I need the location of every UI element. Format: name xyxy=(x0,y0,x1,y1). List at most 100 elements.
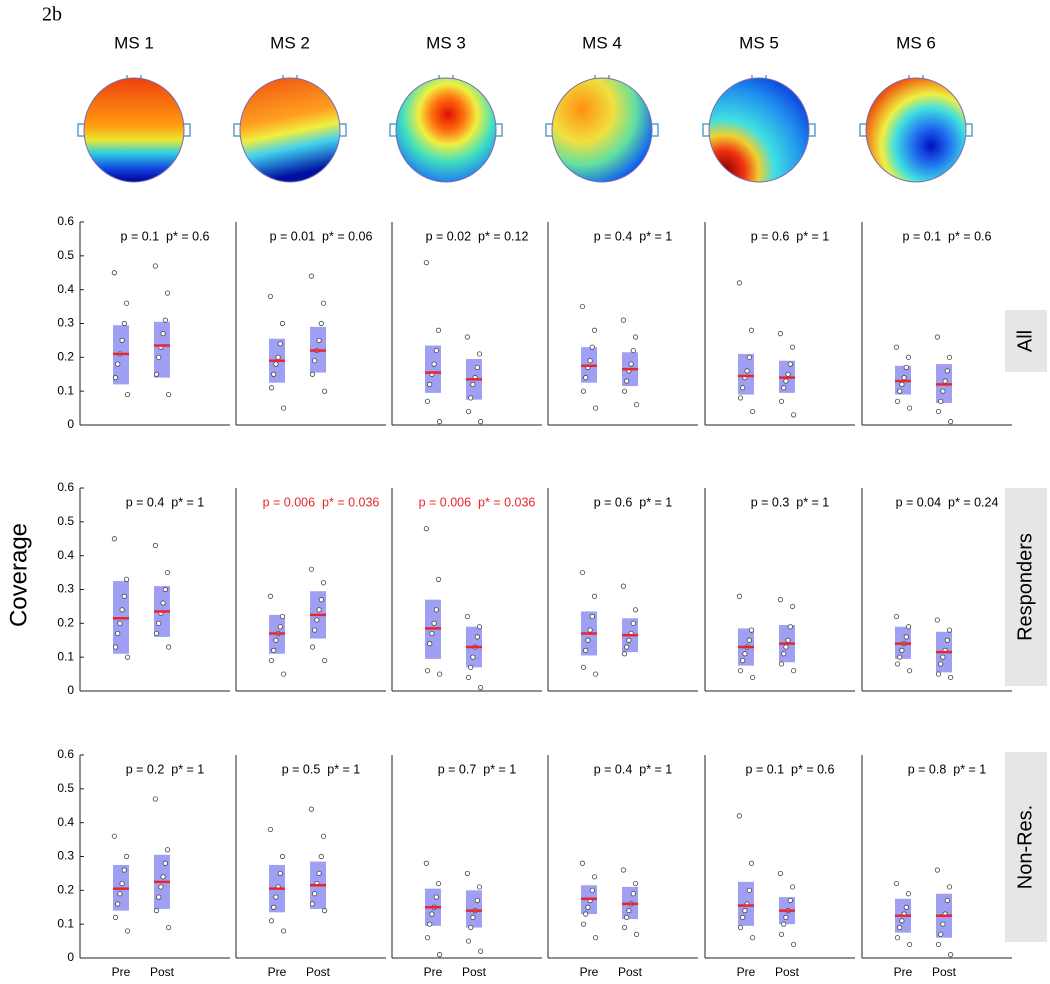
ear xyxy=(859,123,866,137)
data-point xyxy=(947,419,954,425)
y-tick-label: 0.6 xyxy=(57,480,74,494)
data-point xyxy=(787,897,793,904)
data-point xyxy=(592,405,599,411)
data-point xyxy=(477,419,484,425)
y-axis-label: Coverage xyxy=(5,523,32,627)
data-point xyxy=(280,671,287,677)
data-point xyxy=(748,627,755,633)
data-point xyxy=(934,334,941,340)
data-point xyxy=(893,613,900,620)
row-label: Non-Res. xyxy=(1014,805,1036,889)
data-point xyxy=(312,358,318,364)
p-value: p = 0.5 p* = 1 xyxy=(282,762,361,776)
data-point xyxy=(583,911,589,917)
data-point xyxy=(906,668,913,674)
data-point xyxy=(121,593,127,599)
data-point xyxy=(621,388,628,394)
data-point xyxy=(268,657,275,664)
data-point xyxy=(748,860,755,866)
row-label: All xyxy=(1014,330,1036,352)
data-point xyxy=(160,600,166,606)
y-tick-label: 0 xyxy=(67,417,74,431)
data-point xyxy=(903,364,909,371)
data-point xyxy=(268,918,275,924)
data-point xyxy=(938,931,944,937)
x-tick-label: Pre xyxy=(112,965,131,979)
data-point xyxy=(166,924,172,931)
data-point xyxy=(626,908,632,914)
topomap xyxy=(708,77,810,183)
data-point xyxy=(583,375,589,381)
data-point xyxy=(164,569,171,576)
data-point xyxy=(320,833,327,839)
data-point xyxy=(164,290,171,296)
p-value: p = 0.006 p* = 0.036 xyxy=(419,495,536,509)
data-point xyxy=(111,536,118,542)
data-point xyxy=(905,624,912,630)
data-point xyxy=(280,928,287,934)
data-point xyxy=(632,334,639,340)
y-tick-label: 0.2 xyxy=(57,883,74,897)
panel: p = 0.1 p* = 0.6 xyxy=(861,222,1012,426)
data-point xyxy=(117,891,123,897)
data-point xyxy=(905,891,912,897)
data-point xyxy=(783,644,789,650)
data-point xyxy=(465,938,472,944)
ear xyxy=(702,123,709,137)
panel: p = 0.4 p* = 1 Pre Post xyxy=(547,755,698,979)
data-point xyxy=(162,586,168,593)
data-point xyxy=(160,874,166,880)
data-point xyxy=(476,624,483,630)
data-point xyxy=(587,358,593,364)
data-point xyxy=(309,901,316,907)
y-tick-label: 0.1 xyxy=(57,649,74,663)
data-point xyxy=(630,620,636,626)
data-point xyxy=(277,624,283,630)
x-tick-label: Post xyxy=(150,965,175,979)
data-point xyxy=(897,388,903,394)
data-point xyxy=(736,813,743,819)
data-point xyxy=(947,952,954,958)
p-value: p = 0.8 p* = 1 xyxy=(908,762,987,776)
p-value: p = 0.1 p* = 0.6 xyxy=(121,229,210,243)
data-point xyxy=(271,647,277,654)
data-point xyxy=(624,644,630,650)
data-point xyxy=(580,388,587,394)
data-point xyxy=(318,853,324,860)
p-value: p = 0.2 p* = 1 xyxy=(126,762,205,776)
data-point xyxy=(468,924,474,931)
p-value: p = 0.6 p* = 1 xyxy=(594,495,673,509)
panel: 0 0.1 0.2 0.3 0.4 0.5 0.6 p = 0.4 p* = 1 xyxy=(57,480,230,697)
data-point xyxy=(423,525,429,532)
data-point xyxy=(318,320,324,327)
data-point xyxy=(267,293,273,300)
y-tick-label: 0 xyxy=(67,950,74,964)
data-point xyxy=(781,385,787,391)
x-tick-label: Post xyxy=(775,965,800,979)
data-point xyxy=(316,337,322,344)
data-point xyxy=(749,674,756,681)
data-point xyxy=(736,593,743,599)
data-point xyxy=(115,361,121,367)
data-point xyxy=(897,654,903,660)
map-title: MS 4 xyxy=(582,33,622,52)
data-point xyxy=(944,368,950,374)
data-point xyxy=(308,566,314,572)
data-point xyxy=(320,300,327,306)
ear xyxy=(77,123,84,137)
p-value: p = 0.006 p* = 0.036 xyxy=(263,495,380,509)
data-point xyxy=(906,405,913,411)
data-point xyxy=(749,408,756,415)
data-point xyxy=(742,651,748,657)
data-point xyxy=(156,354,162,360)
sd-box xyxy=(425,345,441,393)
data-point xyxy=(787,624,793,630)
sd-box xyxy=(154,321,170,378)
data-point xyxy=(123,300,130,306)
p-value: p = 0.04 p* = 0.24 xyxy=(896,495,999,509)
data-point xyxy=(468,395,474,401)
data-point xyxy=(153,630,160,637)
data-point xyxy=(436,671,443,677)
panel: p = 0.02 p* = 0.12 xyxy=(391,222,542,426)
